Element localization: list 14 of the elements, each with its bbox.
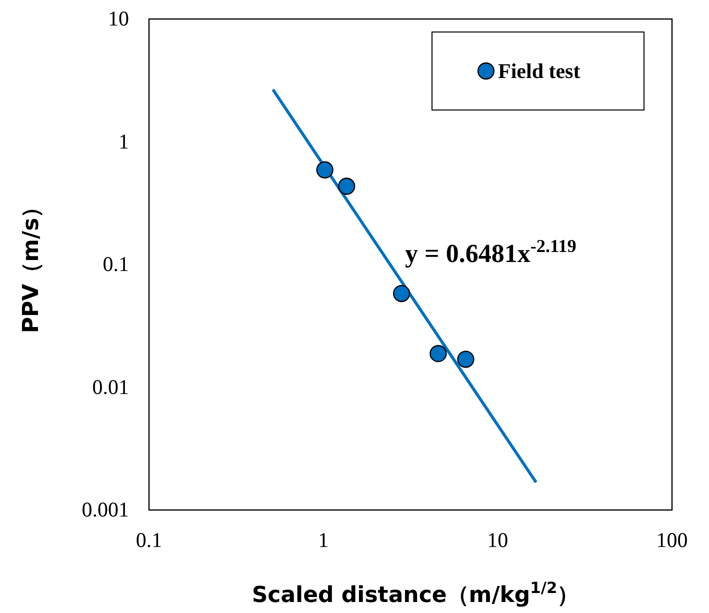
- annotation: y = 0.6481x$^{-2.119}$: [405, 236, 576, 268]
- y-tick-label: 10: [108, 6, 129, 31]
- y-tick-label: 0.01: [92, 374, 129, 399]
- x-tick-label: 0.1: [136, 528, 162, 552]
- x-axis-title: Scaled distance（m/kg$^{1/2}$）: [252, 579, 580, 608]
- legend: Field test: [432, 32, 644, 110]
- y-tick-label: 0.1: [102, 252, 129, 276]
- y-axis-title: PPV（m/s）: [19, 196, 44, 334]
- x-tick-label: 10: [487, 528, 508, 552]
- legend-label: Field test: [498, 59, 580, 83]
- x-tick-label: 1: [318, 528, 329, 552]
- x-tick-label: 100: [656, 528, 688, 552]
- y-tick-label: 1: [118, 129, 129, 154]
- y-tick-label: 0.001: [82, 498, 129, 522]
